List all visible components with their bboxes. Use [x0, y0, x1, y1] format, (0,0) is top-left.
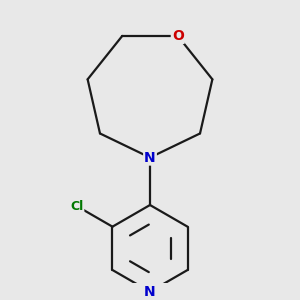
Text: O: O — [172, 29, 184, 43]
Text: Cl: Cl — [70, 200, 83, 212]
Text: N: N — [144, 285, 156, 299]
Text: N: N — [144, 151, 156, 164]
